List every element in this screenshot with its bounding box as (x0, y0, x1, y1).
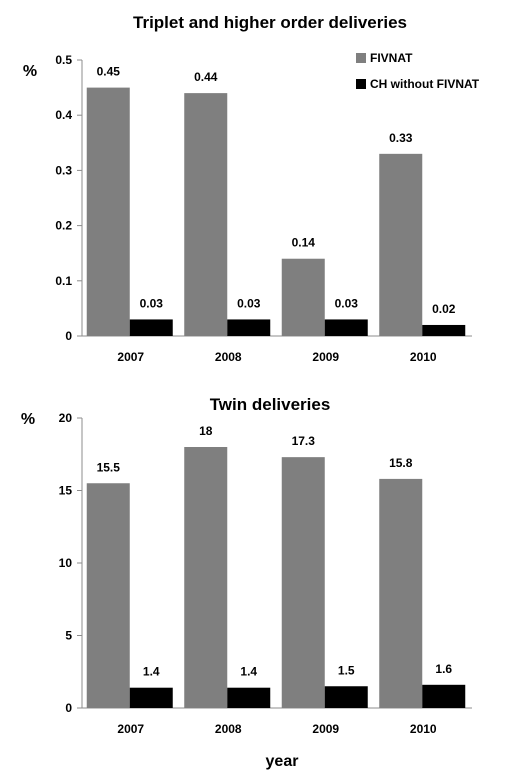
data-label: 0.44 (194, 70, 218, 84)
y-tick-label: 0 (65, 701, 72, 715)
data-label: 0.03 (140, 296, 164, 310)
data-label: 1.5 (338, 663, 355, 677)
bar-fivnat-2009 (281, 258, 325, 336)
bar-ch-without-fivnat-2008 (227, 319, 271, 336)
y-tick-label: 0.5 (55, 53, 72, 67)
bar-ch-without-fivnat-2007 (129, 687, 173, 708)
x-tick-label: 2009 (312, 722, 339, 736)
x-tick-label: 2008 (215, 350, 242, 364)
data-label: 1.4 (143, 665, 160, 679)
bar-ch-without-fivnat-2007 (129, 319, 173, 336)
x-tick-label: 2009 (312, 350, 339, 364)
x-tick-label: 2010 (410, 722, 437, 736)
bar-fivnat-2007 (86, 483, 130, 708)
y-axis-unit: % (21, 411, 35, 428)
y-tick-label: 15 (59, 484, 73, 498)
bar-ch-without-fivnat-2009 (324, 319, 368, 336)
x-tick-label: 2007 (117, 350, 144, 364)
data-label: 17.3 (292, 434, 316, 448)
bar-ch-without-fivnat-2010 (422, 684, 466, 708)
y-tick-label: 0.2 (55, 219, 72, 233)
data-label: 1.4 (240, 665, 257, 679)
data-label: 15.5 (97, 460, 121, 474)
bar-fivnat-2009 (281, 457, 325, 708)
data-label: 0.03 (335, 296, 359, 310)
bar-fivnat-2008 (184, 447, 228, 708)
data-label: 0.33 (389, 131, 413, 145)
bar-fivnat-2008 (184, 93, 228, 337)
x-tick-label: 2007 (117, 722, 144, 736)
legend-label: FIVNAT (370, 51, 413, 65)
y-tick-label: 10 (59, 556, 73, 570)
bar-fivnat-2010 (379, 478, 423, 708)
legend-swatch (356, 79, 366, 89)
chart-title: Triplet and higher order deliveries (133, 13, 407, 32)
y-tick-label: 20 (59, 411, 73, 425)
x-tick-label: 2008 (215, 722, 242, 736)
x-tick-label: 2010 (410, 350, 437, 364)
data-label: 0.45 (97, 65, 121, 79)
data-label: 0.03 (237, 296, 261, 310)
bar-fivnat-2007 (86, 87, 130, 336)
y-tick-label: 0.4 (55, 108, 72, 122)
data-label: 0.02 (432, 302, 456, 316)
x-axis-title: year (266, 753, 299, 770)
y-axis-unit: % (23, 63, 37, 80)
data-label: 0.14 (292, 236, 316, 250)
chart-title: Twin deliveries (210, 395, 331, 414)
data-label: 18 (199, 424, 213, 438)
bar-ch-without-fivnat-2008 (227, 687, 271, 708)
bar-fivnat-2010 (379, 153, 423, 336)
legend-swatch (356, 53, 366, 63)
y-tick-label: 0.3 (55, 163, 72, 177)
bar-ch-without-fivnat-2009 (324, 686, 368, 708)
y-tick-label: 5 (65, 629, 72, 643)
data-label: 15.8 (389, 456, 413, 470)
data-label: 1.6 (435, 662, 452, 676)
y-tick-label: 0.1 (55, 274, 72, 288)
legend-label: CH without FIVNAT (370, 77, 480, 91)
y-tick-label: 0 (65, 329, 72, 343)
bar-ch-without-fivnat-2010 (422, 324, 466, 336)
